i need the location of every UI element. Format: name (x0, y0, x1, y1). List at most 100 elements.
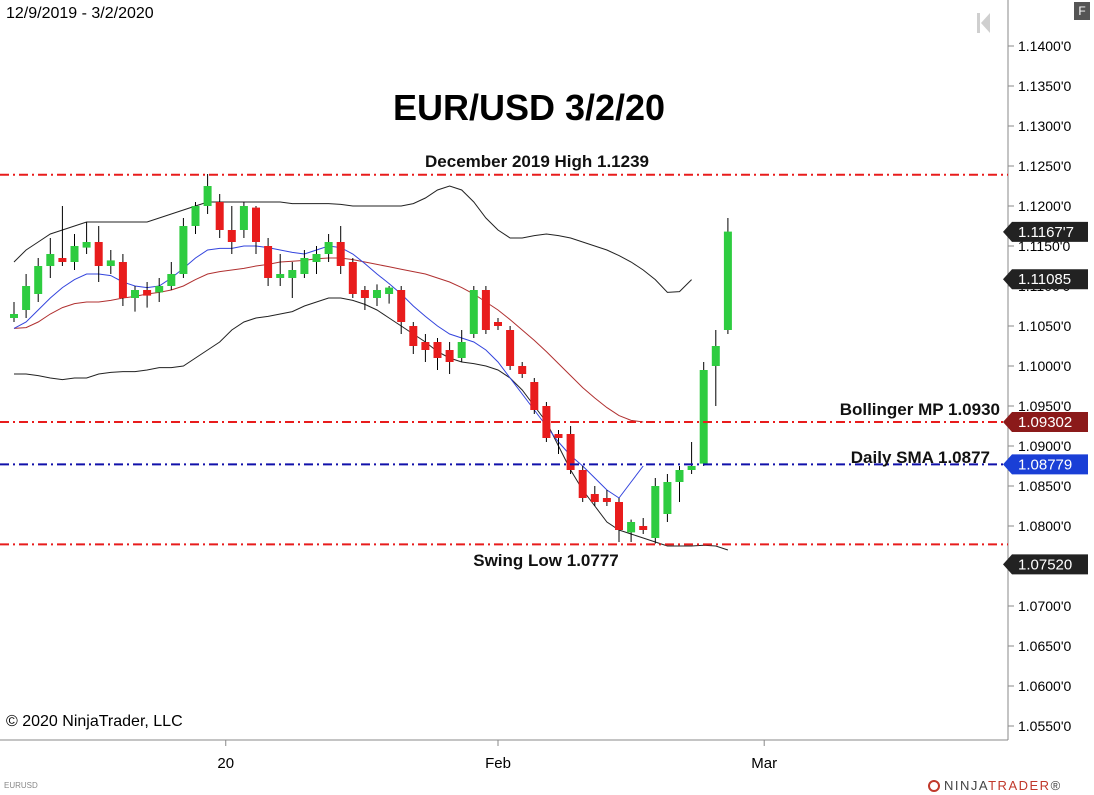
candle-body (494, 322, 502, 326)
candle-body (663, 482, 672, 514)
candle-body (578, 470, 587, 498)
candle (699, 362, 708, 466)
candle (70, 234, 79, 270)
candle-body (590, 494, 599, 502)
candle (360, 286, 369, 310)
ninjatrader-logo[interactable]: NINJATRADER® (928, 778, 1062, 793)
candle-body (602, 498, 611, 502)
y-tick-label: 1.1400'0 (1018, 38, 1071, 54)
candle-body (348, 262, 357, 294)
candle (518, 362, 527, 378)
price-marker: 1.11085 (1003, 269, 1088, 290)
skip-back-icon[interactable] (977, 12, 991, 34)
candle-body (627, 522, 636, 533)
candle-body (675, 470, 684, 482)
candle (602, 490, 611, 506)
chart-title: EUR/USD 3/2/20 (393, 87, 665, 128)
candle (288, 262, 297, 298)
candle-body (445, 350, 454, 362)
candle-body (457, 342, 466, 358)
candle (554, 430, 563, 454)
candle-body (94, 242, 103, 266)
y-tick-label: 1.1200'0 (1018, 198, 1071, 214)
candle (131, 286, 139, 312)
candle-body (336, 242, 345, 266)
candle-body (276, 274, 285, 278)
candle-body (421, 342, 430, 350)
ninjatrader-logo-icon (928, 780, 940, 792)
copyright-text: © 2020 NinjaTrader, LLC (6, 713, 183, 730)
price-marker-tag (1003, 412, 1088, 432)
candle-body (10, 314, 18, 318)
y-tick-label: 1.0950'0 (1018, 398, 1071, 414)
candle-body (324, 242, 333, 254)
candle (723, 218, 732, 334)
candle (421, 334, 430, 362)
candle (711, 330, 720, 406)
candle (506, 326, 515, 370)
price-marker-tag (1003, 221, 1088, 242)
candle-body (155, 286, 164, 293)
candle (373, 284, 381, 306)
candle-body (615, 502, 623, 530)
candle (494, 318, 502, 330)
candle-body (554, 434, 563, 438)
candle (687, 442, 696, 474)
candle-body (106, 260, 115, 266)
candle (481, 286, 490, 334)
candle-body (385, 287, 394, 294)
price-marker-tag (1003, 554, 1088, 575)
candle-body (409, 326, 418, 346)
panel-toggle-button[interactable]: F (1074, 2, 1090, 20)
candle (179, 218, 188, 278)
y-tick-label: 1.1300'0 (1018, 118, 1071, 134)
date-range: 12/9/2019 - 3/2/2020 (6, 5, 154, 22)
candle-body (239, 206, 248, 230)
candle (615, 498, 623, 542)
price-marker: 1.08779 (1003, 454, 1088, 475)
candle (312, 246, 321, 274)
candle-body (687, 466, 696, 470)
candle (385, 286, 394, 304)
candle (469, 286, 478, 338)
candle (348, 258, 357, 298)
candle (300, 250, 309, 278)
candle-body (469, 290, 478, 334)
candle-body (711, 346, 720, 366)
candle-body (58, 258, 67, 262)
candle-body (360, 290, 369, 298)
level-label: Swing Low 1.0777 (473, 551, 619, 570)
candle (639, 518, 648, 534)
candle (530, 378, 539, 414)
candle-body (312, 254, 321, 262)
candle (58, 206, 67, 266)
candle (94, 226, 103, 282)
x-tick-label: Mar (751, 755, 777, 772)
candle (324, 234, 333, 262)
price-marker: 1.1167'7 (1003, 221, 1088, 242)
level-label: Bollinger MP 1.0930 (840, 400, 1000, 419)
y-tick-label: 1.0650'0 (1018, 638, 1071, 654)
y-tick-label: 1.1150'0 (1018, 238, 1070, 254)
series-line-lower-bollinger (14, 297, 729, 551)
price-marker-tag (1003, 454, 1088, 475)
price-marker-label: 1.11085 (1018, 271, 1071, 288)
candle (239, 202, 248, 238)
candle (578, 466, 587, 502)
candle-body (651, 486, 660, 538)
candle-body (131, 290, 139, 298)
candle (590, 486, 599, 506)
candle-body (70, 246, 79, 262)
y-tick-label: 1.0850'0 (1018, 478, 1071, 494)
candle-body (300, 258, 309, 274)
candle (457, 330, 466, 362)
candle (227, 206, 236, 254)
y-tick-label: 1.0700'0 (1018, 598, 1071, 614)
candle-body (518, 366, 527, 374)
series-line-sma (13, 245, 644, 499)
candle-body (723, 231, 732, 330)
candle (397, 286, 406, 334)
series-line-bollinger-mid (13, 257, 644, 423)
candle (82, 222, 91, 254)
